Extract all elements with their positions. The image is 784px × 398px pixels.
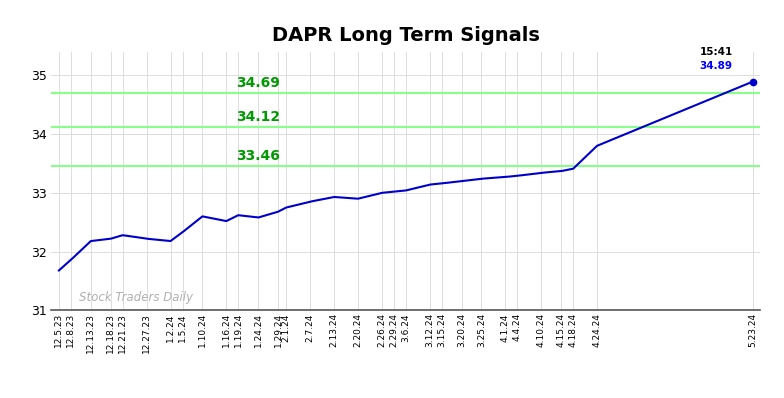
Text: 33.46: 33.46 xyxy=(236,148,280,162)
Text: 34.12: 34.12 xyxy=(236,110,281,124)
Text: 15:41: 15:41 xyxy=(699,47,732,57)
Text: Stock Traders Daily: Stock Traders Daily xyxy=(79,291,193,304)
Title: DAPR Long Term Signals: DAPR Long Term Signals xyxy=(272,25,539,45)
Text: 34.89: 34.89 xyxy=(699,61,732,71)
Text: 34.69: 34.69 xyxy=(236,76,280,90)
